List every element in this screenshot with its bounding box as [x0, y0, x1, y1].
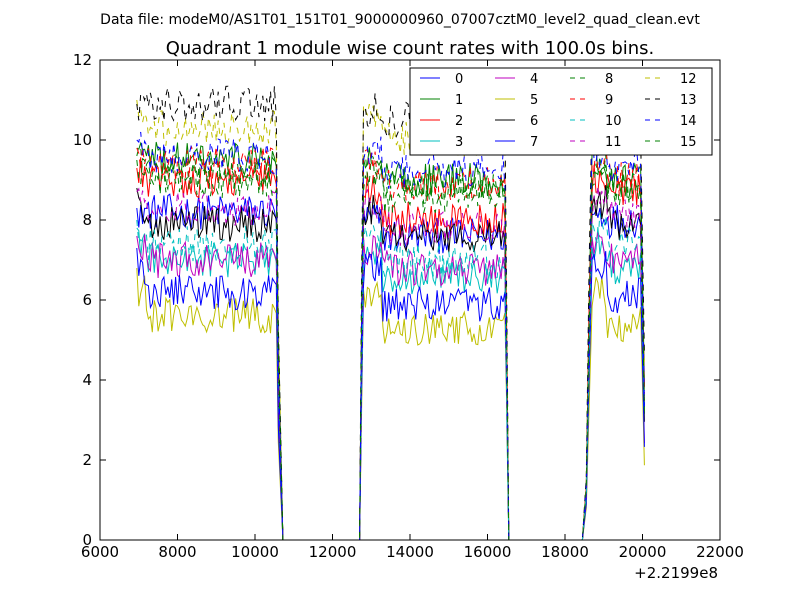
series-line-11: [136, 185, 645, 540]
legend-label: 10: [605, 114, 622, 129]
x-tick-label: 12000: [309, 543, 357, 561]
legend-label: 6: [530, 114, 538, 129]
series-line-14: [136, 131, 645, 540]
x-tick-label: 22000: [696, 543, 744, 561]
series-line-3: [136, 226, 645, 540]
x-tick-label: 8000: [158, 543, 196, 561]
figure-suptitle: Data file: modeM0/AS1T01_151T01_90000009…: [100, 12, 700, 28]
x-tick-label: 6000: [81, 543, 119, 561]
y-tick-label: 2: [82, 451, 92, 469]
legend-label: 8: [605, 72, 613, 87]
legend-box: [409, 67, 713, 156]
y-tick-label: 12: [73, 51, 92, 69]
legend-label: 5: [530, 93, 538, 108]
x-tick-label: 18000: [541, 543, 589, 561]
series-line-7: [136, 247, 645, 540]
series-line-8: [136, 146, 645, 540]
legend-label: 13: [680, 93, 697, 108]
legend-label: 1: [455, 93, 463, 108]
legend-label: 7: [530, 135, 538, 150]
y-tick-label: 4: [82, 371, 92, 389]
y-tick-label: 0: [82, 531, 92, 549]
legend-label: 15: [680, 135, 697, 150]
legend-label: 3: [455, 135, 463, 150]
x-tick-label: 16000: [464, 543, 512, 561]
chart-title: Quadrant 1 module wise count rates with …: [166, 38, 655, 59]
legend-label: 9: [605, 93, 613, 108]
x-tick-label: 10000: [231, 543, 279, 561]
series-line-1: [136, 141, 645, 540]
y-tick-label: 6: [82, 291, 92, 309]
axis-ticks: 6000 8000 10000 12000 14000 16000 18000 20000 22…: [73, 51, 744, 561]
legend-label: 0: [455, 72, 463, 87]
legend-label: 14: [680, 114, 697, 129]
y-tick-label: 10: [73, 131, 92, 149]
series-line-9: [136, 145, 645, 540]
legend-label: 4: [530, 72, 538, 87]
legend-label: 11: [605, 135, 622, 150]
series-line-15: [136, 157, 645, 540]
x-offset-label: +2.2199e8: [634, 564, 718, 582]
x-tick-label: 14000: [386, 543, 434, 561]
legend-label: 12: [680, 72, 697, 87]
y-tick-label: 8: [82, 211, 92, 229]
legend-label: 2: [455, 114, 463, 129]
series-layer: [136, 85, 645, 540]
series-line-13: [136, 85, 645, 540]
x-tick-label: 20000: [619, 543, 667, 561]
series-line-10: [136, 213, 645, 540]
